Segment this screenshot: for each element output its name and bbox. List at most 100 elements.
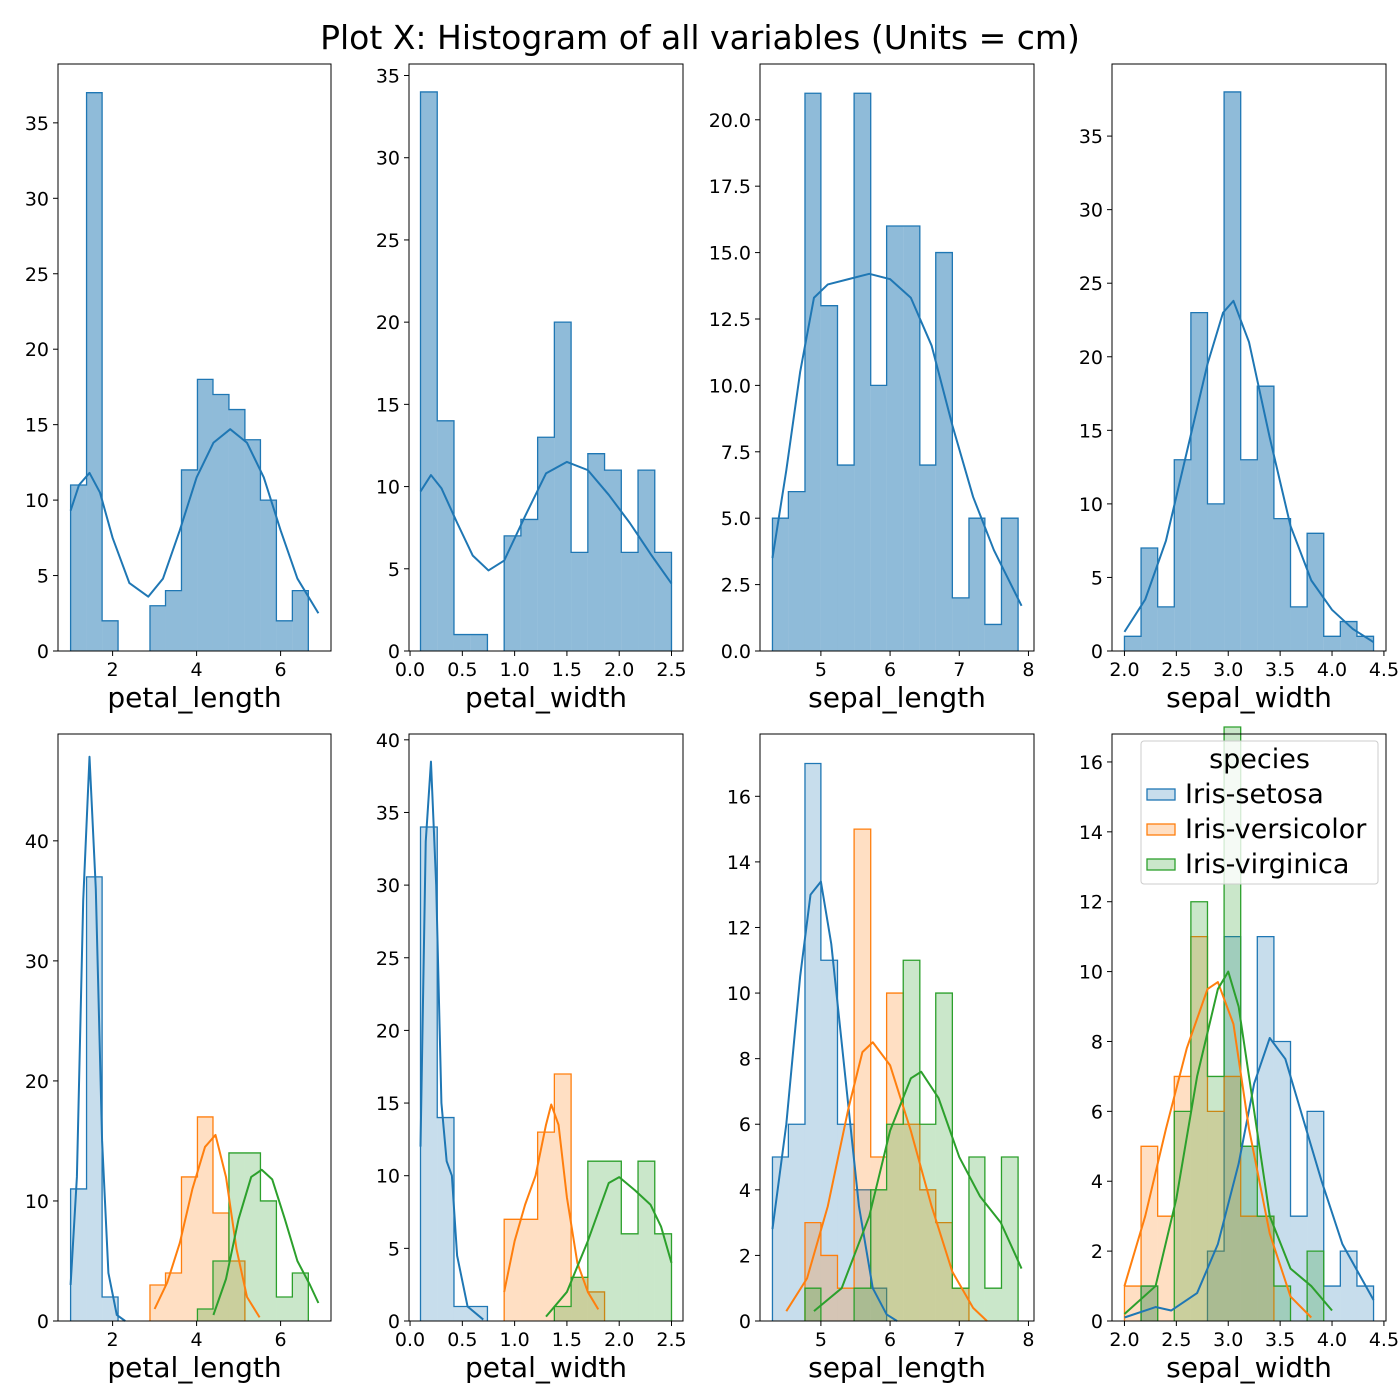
histogram-step-outline xyxy=(553,1160,673,1321)
histogram-bar xyxy=(587,1161,605,1321)
histogram-bar xyxy=(919,1189,936,1321)
histogram-bar xyxy=(165,1272,182,1321)
y-tick-label: 5 xyxy=(37,566,49,588)
y-tick-label: 35 xyxy=(376,66,400,88)
x-tick-label: 2.5 xyxy=(1161,659,1191,681)
histogram-bar xyxy=(520,519,538,651)
kde-curve xyxy=(1123,981,1312,1319)
x-tick-label: 5 xyxy=(815,659,827,681)
y-tick-label: 10 xyxy=(376,1166,400,1188)
histogram-bar xyxy=(604,470,622,651)
panel-8: 0 2 4 6 8 10 12 14 16 2.0 2.5 3.0 3.5 4.0 4.5 sepal_wid… xyxy=(1079,726,1399,1384)
histogram-bar xyxy=(604,1161,622,1321)
histogram-bar xyxy=(952,597,969,651)
panel-3: 0.0 2.5 5.0 7.5 10.0 12.5 15.0 17.5 20.0 5 6 7 8 sepa… xyxy=(709,63,1035,714)
legend-title: species xyxy=(1209,744,1310,775)
x-tick-label: 0.0 xyxy=(395,1329,425,1351)
y-tick-label: 16 xyxy=(1079,752,1103,774)
histogram-bar xyxy=(1240,1146,1258,1321)
histogram-bar xyxy=(1190,936,1208,1321)
histogram-bar xyxy=(554,322,572,651)
histogram-bar xyxy=(820,1255,838,1321)
x-tick-label: 7 xyxy=(953,659,965,681)
histogram-bar xyxy=(292,1272,309,1321)
x-tick-label: 0.0 xyxy=(395,659,425,681)
y-tick-label: 25 xyxy=(376,948,400,970)
histogram-bar xyxy=(244,439,261,651)
histogram-bar xyxy=(1273,1286,1291,1321)
axes-frame xyxy=(759,733,1035,1322)
x-tick-label: 3.5 xyxy=(1265,659,1295,681)
histogram-bar xyxy=(1340,1251,1357,1321)
x-axis-label: petal_length xyxy=(107,681,281,714)
histogram-bar xyxy=(772,1157,789,1321)
histogram-bar xyxy=(886,993,904,1321)
legend-entry-label: Iris-setosa xyxy=(1185,779,1324,810)
histogram-bar xyxy=(820,305,838,651)
y-tick-label: 0 xyxy=(37,641,49,663)
x-tick-label: 4 xyxy=(191,1329,203,1351)
histogram-bar xyxy=(260,1200,277,1321)
y-tick-label: 6 xyxy=(739,1114,751,1136)
histogram-bar xyxy=(197,1308,213,1321)
x-tick-label: 5 xyxy=(815,1329,827,1351)
histogram-bar xyxy=(554,1073,572,1321)
histogram-bar xyxy=(1224,936,1241,1321)
kde-curve xyxy=(545,1176,673,1318)
histogram-bar xyxy=(854,1288,871,1321)
legend-swatch xyxy=(1146,788,1176,801)
x-tick-label: 7 xyxy=(953,1329,965,1351)
y-tick-label: 20 xyxy=(1079,347,1103,369)
histogram-bar xyxy=(1141,548,1158,651)
x-tick-label: 3.5 xyxy=(1265,1329,1295,1351)
y-tick-label: 35 xyxy=(376,802,400,824)
histogram-bar xyxy=(1290,1216,1308,1321)
histogram-bar xyxy=(504,1219,521,1321)
histogram-bar xyxy=(804,93,821,652)
histogram-bar xyxy=(228,409,245,651)
histogram-bar xyxy=(952,1288,969,1321)
x-tick-label: 2.5 xyxy=(656,659,686,681)
histogram-bar xyxy=(804,1288,821,1321)
y-tick-label: 12 xyxy=(1079,892,1103,914)
histogram-bar xyxy=(788,1124,805,1321)
histogram-bar xyxy=(903,226,920,651)
histogram-bar xyxy=(537,437,555,651)
kde-curve xyxy=(771,880,898,1322)
x-tick-label: 2.0 xyxy=(1109,1329,1139,1351)
y-tick-label: 25 xyxy=(376,230,400,252)
histogram-bar xyxy=(212,394,229,651)
x-tick-label: 2.0 xyxy=(604,659,634,681)
y-tick-label: 2.5 xyxy=(721,575,751,597)
y-tick-label: 40 xyxy=(25,831,49,853)
histogram-bar xyxy=(1157,1216,1175,1321)
y-tick-label: 0 xyxy=(37,1311,49,1333)
y-tick-label: 7.5 xyxy=(721,442,751,464)
histogram-bar xyxy=(197,1116,213,1321)
histogram-bar xyxy=(935,252,953,651)
histogram-bar xyxy=(420,826,438,1321)
axes-frame xyxy=(1111,733,1387,1322)
histogram-bar xyxy=(854,93,871,652)
x-tick-label: 0.5 xyxy=(447,659,477,681)
histogram-bar xyxy=(903,960,920,1321)
x-tick-label: 3.0 xyxy=(1213,1329,1243,1351)
histogram-bar xyxy=(984,624,1002,651)
x-tick-label: 2.5 xyxy=(1161,1329,1191,1351)
kde-curve xyxy=(69,755,126,1322)
y-tick-label: 10 xyxy=(1079,962,1103,984)
histogram-bar xyxy=(197,379,213,651)
x-tick-label: 2 xyxy=(107,659,119,681)
histogram-bar xyxy=(1356,636,1374,651)
histogram-bar xyxy=(886,226,904,651)
histogram-bar xyxy=(1224,91,1241,651)
y-tick-label: 16 xyxy=(727,786,751,808)
y-tick-label: 0 xyxy=(1091,1311,1103,1333)
histogram-bar xyxy=(1224,1076,1241,1321)
y-tick-label: 15.0 xyxy=(709,243,751,265)
histogram-step-outline xyxy=(69,92,309,651)
histogram-step-outline xyxy=(419,91,673,651)
y-tick-label: 15 xyxy=(376,394,400,416)
